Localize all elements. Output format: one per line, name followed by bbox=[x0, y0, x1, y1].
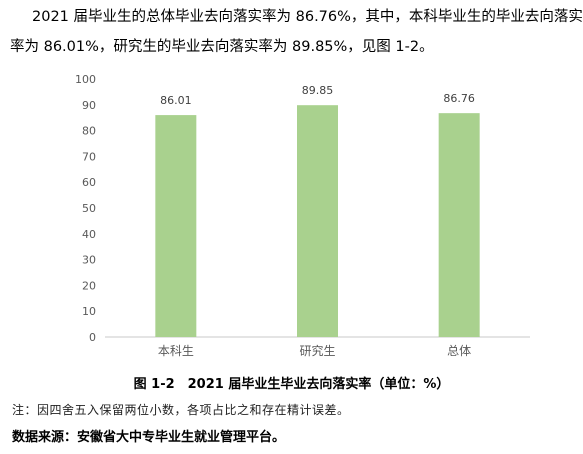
intro-paragraph: 2021 届毕业生的总体毕业去向落实率为 86.76%，其中，本科毕业生的毕业去… bbox=[10, 2, 583, 62]
intro-line-1: 2021 届毕业生的总体毕业去向落实率为 86.76%，其中，本科毕业生的毕业去… bbox=[32, 9, 583, 25]
x-tick-label: 研究生 bbox=[299, 343, 335, 358]
data-labels-group: 86.01 89.85 86.76 bbox=[160, 84, 475, 107]
bar bbox=[438, 113, 480, 337]
y-tick-label: 90 bbox=[82, 99, 96, 112]
y-tick-label: 30 bbox=[82, 254, 96, 267]
y-tick-label: 100 bbox=[75, 73, 96, 86]
bars-group bbox=[155, 105, 480, 337]
data-label: 89.85 bbox=[302, 84, 334, 97]
y-tick-label: 20 bbox=[82, 279, 96, 292]
bar bbox=[155, 115, 197, 337]
x-tick-label: 总体 bbox=[447, 344, 471, 358]
y-tick-label: 80 bbox=[82, 125, 96, 138]
y-tick-label: 70 bbox=[82, 150, 96, 163]
y-axis-ticks: 0 10 20 30 40 50 60 70 80 90 100 bbox=[75, 73, 96, 344]
x-axis-labels: 本科生 研究生 总体 bbox=[158, 343, 471, 358]
x-tick-label: 本科生 bbox=[158, 344, 194, 358]
data-label: 86.76 bbox=[443, 92, 475, 105]
y-tick-label: 0 bbox=[89, 331, 96, 344]
figure-caption: 图 1-2 2021 届毕业生毕业去向落实率（单位：%） bbox=[133, 377, 450, 392]
data-label: 86.01 bbox=[160, 94, 192, 107]
intro-line-2: 率为 86.01%，研究生的毕业去向落实率为 89.85%，见图 1-2。 bbox=[10, 39, 434, 55]
y-tick-label: 10 bbox=[82, 305, 96, 318]
y-tick-label: 60 bbox=[82, 176, 96, 189]
bar-chart: 0 10 20 30 40 50 60 70 80 90 100 86.01 89.85 86.76 本… bbox=[75, 73, 530, 358]
y-tick-label: 40 bbox=[82, 228, 96, 241]
data-source: 数据来源：安徽省大中专毕业生就业管理平台。 bbox=[12, 430, 286, 445]
footnote: 注：因四舍五入保留两位小数，各项占比之和存在精计误差。 bbox=[12, 403, 350, 417]
bar bbox=[297, 105, 338, 337]
y-tick-label: 50 bbox=[82, 202, 96, 215]
